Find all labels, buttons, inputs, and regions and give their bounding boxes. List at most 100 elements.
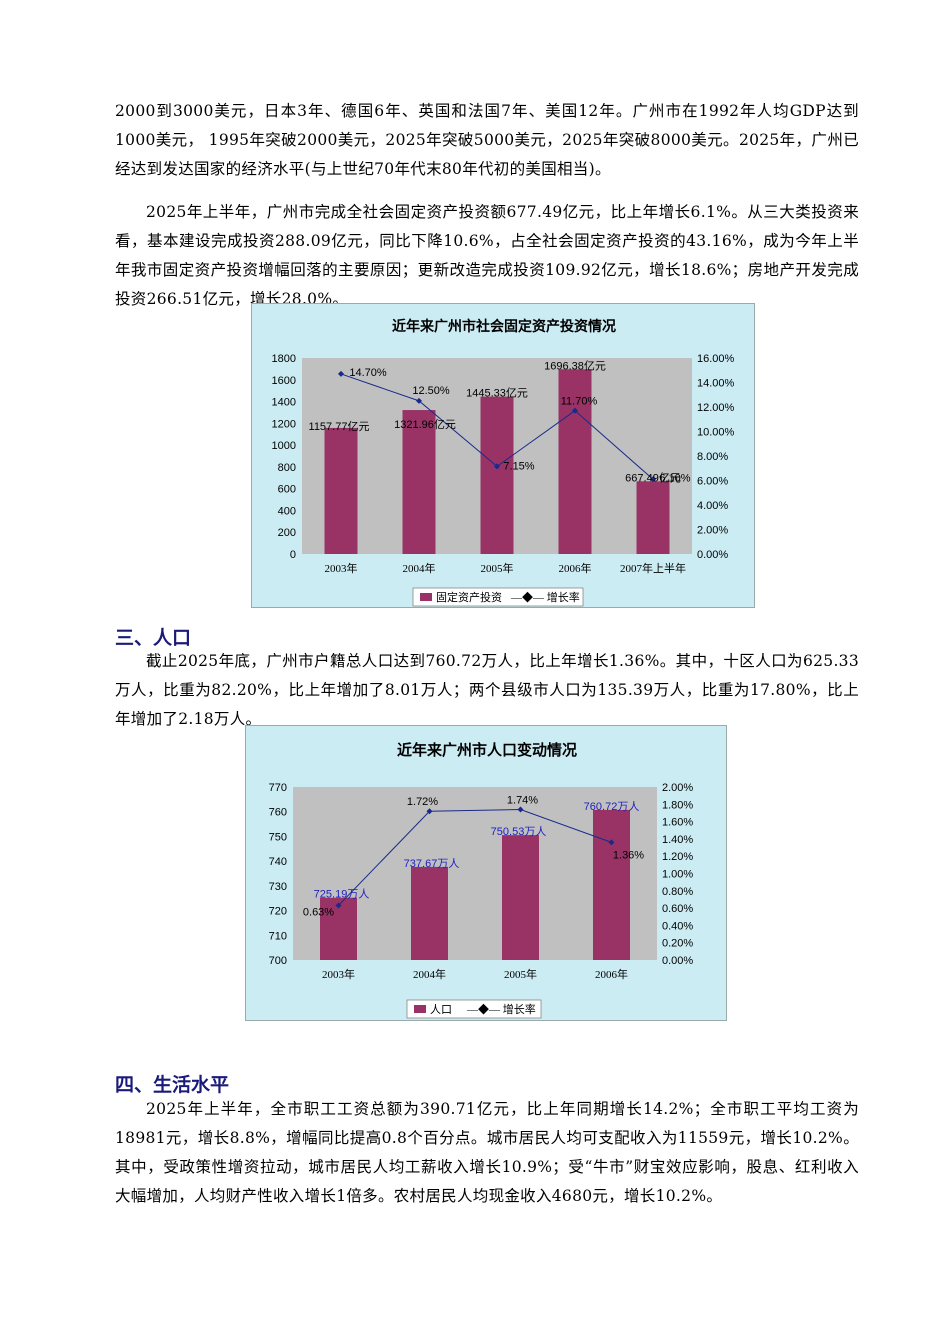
investment-chart: 近年来广州市社会固定资产投资情况 0 200 400 600 800 1000 1200 140… <box>251 303 755 608</box>
paragraph-living-standard: 2025年上半年，全市职工工资总额为390.71亿元，比上年同期增长14.2%；… <box>115 1100 859 1205</box>
y2-tick-label: 0.20% <box>662 938 693 950</box>
x-category-label: 2007年上半年 <box>620 561 686 575</box>
bar <box>324 427 358 554</box>
rate-value-label: 11.70% <box>561 396 598 408</box>
y-tick-label: 760 <box>269 807 287 819</box>
y2-tick-label: 16.00% <box>697 353 735 365</box>
y-tick-label: 1800 <box>272 353 296 365</box>
y2-tick-label: 1.40% <box>662 834 693 846</box>
bar-value-label: 667.49亿元 <box>625 471 681 484</box>
y-tick-label: 1000 <box>272 440 296 452</box>
y2-tick-label: 6.00% <box>697 476 728 488</box>
paragraph-investment: 2025年上半年，广州市完成全社会固定资产投资额677.49亿元，比上年增长6.… <box>115 203 859 308</box>
bar-value-label: 760.72万人 <box>584 800 640 813</box>
growth-rate-point <box>608 839 615 846</box>
bar <box>502 835 539 960</box>
y2-tick-label: 2.00% <box>697 525 728 537</box>
bar <box>411 866 448 960</box>
y2-tick-label: 14.00% <box>697 378 735 390</box>
y2-tick-label: 2.00% <box>662 782 693 794</box>
y2-tick-label: 10.00% <box>697 427 735 439</box>
growth-rate-point <box>335 902 342 909</box>
bar <box>402 410 436 554</box>
rate-value-label: 6.10% <box>659 472 690 484</box>
population-chart: 近年来广州市人口变动情况 700 710 720 730 740 750 760 770 0.00… <box>245 725 727 1021</box>
y-tick-label: 800 <box>278 462 296 474</box>
y2-tick-label: 1.80% <box>662 799 693 811</box>
bar <box>558 369 592 554</box>
bar <box>593 809 630 960</box>
y2-tick-label: 0.00% <box>697 549 728 561</box>
y-tick-label: 710 <box>269 930 287 942</box>
growth-rate-line <box>338 808 612 906</box>
legend-line-label: —◆— 增长率 <box>466 1002 536 1016</box>
paragraph-population: 截止2025年底，广州市户籍总人口达到760.72万人，比上年增长1.36%。其… <box>115 652 859 728</box>
legend-bar-label: 固定资产投资 <box>436 590 502 604</box>
y2-tick-label: 0.80% <box>662 886 693 898</box>
y-tick-label: 0 <box>290 549 296 561</box>
heading-living-standard: 四、生活水平 <box>115 1074 230 1096</box>
legend-bar-label: 人口 <box>430 1003 452 1016</box>
y-tick-label: 740 <box>269 856 287 868</box>
y-tick-label: 750 <box>269 831 287 843</box>
growth-rate-point <box>494 463 500 470</box>
bar-value-label: 750.53万人 <box>491 825 547 838</box>
y-tick-label: 730 <box>269 881 287 893</box>
growth-rate-point <box>426 808 433 815</box>
x-category-label: 2004年 <box>403 561 436 575</box>
rate-value-label: 1.36% <box>613 849 644 861</box>
y2-tick-label: 12.00% <box>697 402 735 414</box>
y2-tick-label: 8.00% <box>697 451 728 463</box>
x-category-label: 2006年 <box>595 967 628 981</box>
y2-tick-label: 4.00% <box>697 500 728 512</box>
legend-line-label: —◆— 增长率 <box>510 590 580 604</box>
y2-tick-label: 1.00% <box>662 869 693 881</box>
y-tick-label: 1600 <box>272 375 296 387</box>
y-tick-label: 400 <box>278 505 296 517</box>
heading-population: 三、人口 <box>115 627 192 649</box>
bar-value-label: 1445.33亿元 <box>466 387 528 400</box>
rate-value-label: 7.15% <box>503 460 534 472</box>
chart-title: 近年来广州市社会固定资产投资情况 <box>392 318 616 335</box>
growth-rate-point <box>650 476 656 483</box>
bar-value-label: 725.19万人 <box>314 888 370 901</box>
population-chart-svg: 近年来广州市人口变动情况 700 710 720 730 740 750 760 770 0.00… <box>269 741 693 1019</box>
y-tick-label: 770 <box>269 782 287 794</box>
y-tick-label: 1400 <box>272 397 296 409</box>
growth-rate-point <box>572 407 578 414</box>
bar-value-label: 737.67万人 <box>404 857 460 870</box>
legend-bar-swatch <box>420 593 432 601</box>
rate-value-label: 14.70% <box>349 367 387 379</box>
y2-tick-label: 1.20% <box>662 851 693 863</box>
x-category-label: 2005年 <box>481 561 514 575</box>
rate-value-label: 12.50% <box>412 385 450 397</box>
y-tick-label: 720 <box>269 906 287 918</box>
x-category-label: 2005年 <box>504 967 537 981</box>
x-category-label: 2006年 <box>559 561 592 575</box>
x-category-label: 2004年 <box>413 967 446 981</box>
bar-value-label: 1157.77亿元 <box>309 420 370 433</box>
y2-tick-label: 0.60% <box>662 903 693 915</box>
y2-tick-label: 0.00% <box>662 955 693 967</box>
y-tick-label: 200 <box>278 527 296 539</box>
paragraph-gdp: 2000到3000美元，日本3年、德国6年、英国和法国7年、美国12年。广州市在… <box>115 102 859 178</box>
growth-rate-point <box>338 370 344 377</box>
y-tick-label: 1200 <box>272 418 296 430</box>
legend-box <box>406 999 542 1019</box>
chart-title: 近年来广州市人口变动情况 <box>397 741 577 759</box>
x-category-label: 2003年 <box>322 967 355 981</box>
legend-bar-swatch <box>414 1005 426 1013</box>
bar-value-label: 1696.38亿元 <box>544 359 606 372</box>
legend-box <box>412 587 584 607</box>
investment-chart-svg: 近年来广州市社会固定资产投资情况 0 200 400 600 800 1000 1200 140… <box>272 318 735 607</box>
bar-value-label: 1321.96亿元 <box>394 418 456 431</box>
rate-value-label: 1.74% <box>507 794 538 806</box>
y2-tick-label: 0.40% <box>662 920 693 932</box>
rate-value-label: 1.72% <box>407 796 438 808</box>
bar <box>480 396 514 554</box>
bar <box>636 481 670 554</box>
growth-rate-point <box>416 397 422 404</box>
rate-value-label: 0.63% <box>303 907 334 919</box>
growth-rate-point <box>517 806 524 813</box>
